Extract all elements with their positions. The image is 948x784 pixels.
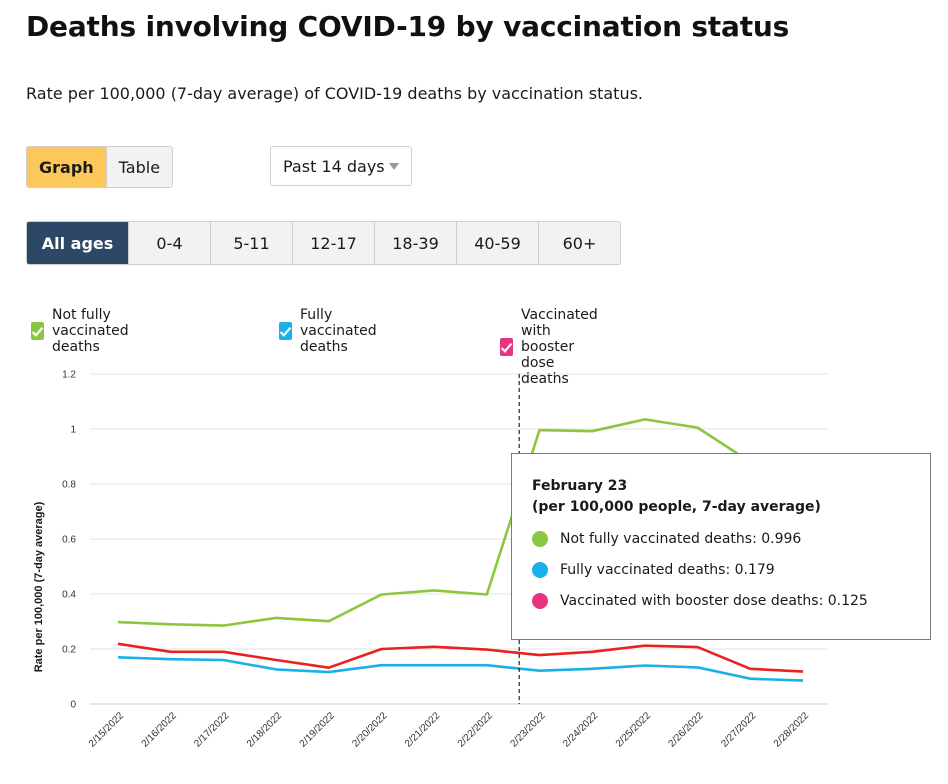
legend-label: Not fully vaccinated deaths [52, 307, 129, 355]
tab-age-12-17[interactable]: 12-17 [292, 222, 374, 264]
graph-view-button[interactable]: Graph [27, 147, 106, 187]
tooltip-row-label: Fully vaccinated deaths: 0.179 [560, 561, 775, 578]
checkbox-checked-icon[interactable] [279, 322, 292, 340]
y-axis-ticks: 0 0.2 0.4 0.6 0.8 1 1.2 [62, 370, 76, 711]
y-tick-label: 1 [70, 425, 76, 436]
tooltip-row-label: Vaccinated with booster dose deaths: 0.1… [560, 592, 868, 609]
x-tick-label: 2/25/2022 [614, 710, 654, 750]
tab-age-60-plus[interactable]: 60+ [538, 222, 620, 264]
tooltip-note: (per 100,000 people, 7-day average) [532, 499, 821, 515]
tooltip-row-not-fully-vaccinated: Not fully vaccinated deaths: 0.996 [532, 528, 910, 549]
tab-all-ages[interactable]: All ages [27, 222, 128, 264]
y-tick-label: 1.2 [62, 370, 76, 381]
series-line [117, 656, 804, 682]
y-tick-label: 0.8 [62, 480, 76, 491]
legend-label: Vaccinated with booster dose deaths [521, 307, 598, 387]
checkbox-checked-icon[interactable] [31, 322, 44, 340]
y-tick-label: 0.2 [62, 645, 76, 656]
tab-age-40-59[interactable]: 40-59 [456, 222, 538, 264]
legend-item-booster-dose[interactable]: Vaccinated with booster dose deaths [500, 307, 603, 387]
x-tick-label: 2/16/2022 [140, 710, 180, 750]
tooltip-date: February 23 [532, 478, 628, 494]
y-axis-label: Rate per 100,000 (7-day average) [33, 501, 45, 672]
x-tick-label: 2/24/2022 [561, 710, 601, 750]
x-tick-label: 2/27/2022 [719, 710, 759, 750]
tooltip-row-booster-dose: Vaccinated with booster dose deaths: 0.1… [532, 590, 910, 611]
date-range-select[interactable]: Past 14 days [270, 146, 412, 186]
series-dot-icon [532, 530, 548, 547]
tooltip-row-label: Not fully vaccinated deaths: 0.996 [560, 530, 802, 547]
y-tick-label: 0.4 [62, 590, 76, 601]
checkbox-checked-icon[interactable] [500, 338, 513, 356]
tab-age-5-11[interactable]: 5-11 [210, 222, 292, 264]
series-dot-icon [532, 592, 548, 609]
line-chart: 0 0.2 0.4 0.6 0.8 1 1.2 Rate per 100,000 (7-da… [33, 370, 828, 750]
x-tick-label: 2/17/2022 [192, 710, 232, 750]
x-tick-label: 2/23/2022 [508, 710, 548, 750]
date-range-value: Past 14 days [283, 156, 385, 176]
x-tick-label: 2/19/2022 [298, 710, 338, 750]
chart-series [117, 418, 804, 682]
x-tick-label: 2/28/2022 [772, 710, 812, 750]
page-subtitle: Rate per 100,000 (7-day average) of COVI… [26, 84, 644, 103]
view-toggle: Graph Table [26, 146, 174, 188]
x-tick-label: 2/22/2022 [456, 710, 496, 750]
tooltip-row-fully-vaccinated: Fully vaccinated deaths: 0.179 [532, 559, 910, 580]
series-dot-icon [532, 561, 548, 578]
legend-item-fully-vaccinated[interactable]: Fully vaccinated deaths [279, 307, 382, 355]
age-group-tabs: All ages 0-4 5-11 12-17 18-39 40-59 60+ [26, 221, 621, 265]
legend-item-not-fully-vaccinated[interactable]: Not fully vaccinated deaths [31, 307, 134, 355]
series-line [117, 418, 804, 627]
x-tick-label: 2/15/2022 [87, 710, 127, 750]
x-tick-label: 2/18/2022 [245, 710, 285, 750]
legend-label: Fully vaccinated deaths [300, 307, 377, 355]
y-tick-label: 0 [70, 700, 76, 711]
page-title: Deaths involving COVID-19 by vaccination… [26, 10, 790, 43]
y-tick-label: 0.6 [62, 535, 76, 546]
table-view-button[interactable]: Table [105, 147, 173, 187]
x-tick-label: 2/20/2022 [350, 710, 390, 750]
chart-tooltip: February 23 (per 100,000 people, 7-day a… [511, 453, 931, 640]
x-tick-label: 2/26/2022 [666, 710, 706, 750]
series-line [117, 642, 804, 673]
x-axis-ticks: 2/15/2022 2/16/2022 2/17/2022 2/18/2022 2/19… [87, 710, 812, 750]
tab-age-0-4[interactable]: 0-4 [128, 222, 210, 264]
tab-age-18-39[interactable]: 18-39 [374, 222, 456, 264]
chevron-down-icon [389, 163, 399, 170]
x-tick-label: 2/21/2022 [403, 710, 443, 750]
